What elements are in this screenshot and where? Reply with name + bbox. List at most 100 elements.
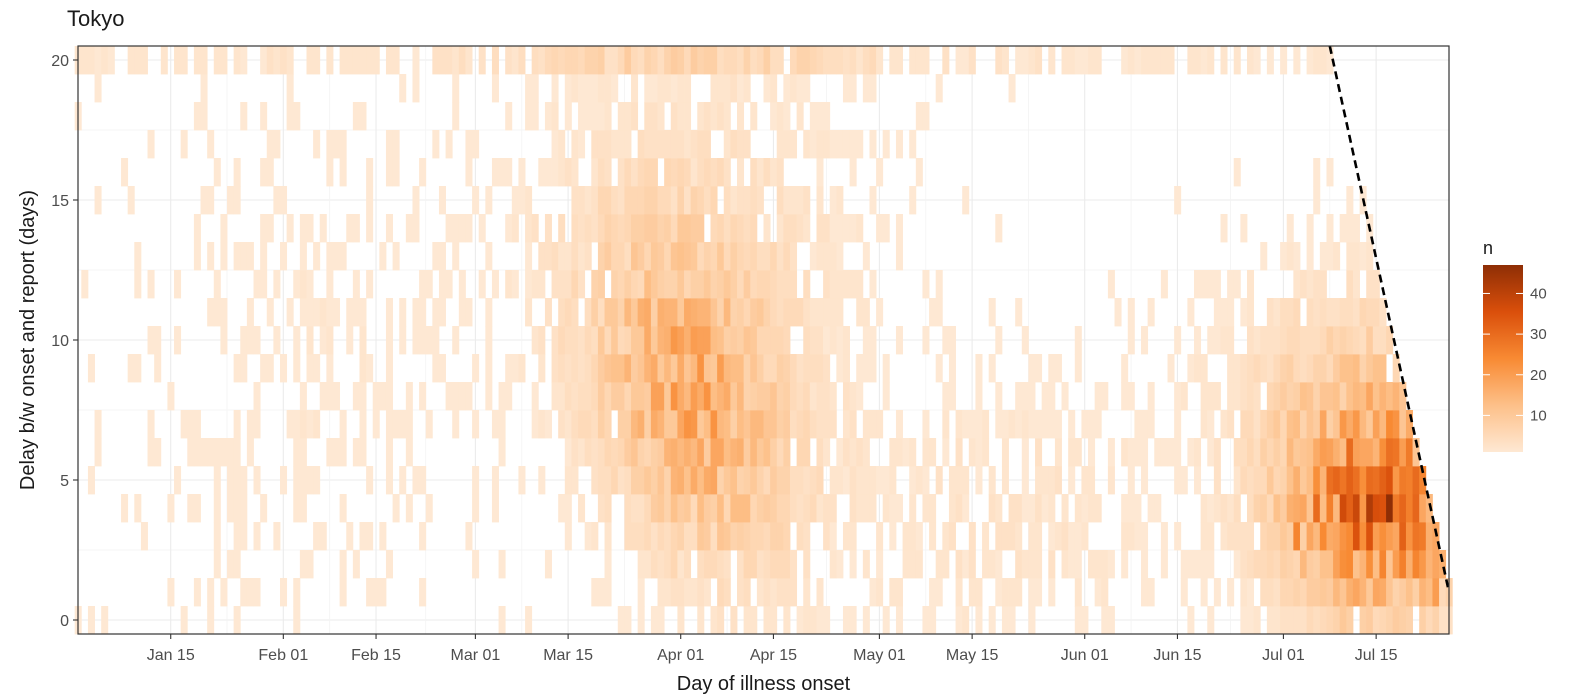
heatmap-cell xyxy=(743,46,751,75)
heatmap-cell xyxy=(505,46,513,75)
heatmap-cell xyxy=(776,438,784,467)
heatmap-cell xyxy=(1101,382,1109,411)
heatmap-cell xyxy=(1386,466,1394,495)
heatmap-cell xyxy=(737,438,745,467)
heatmap-cell xyxy=(1412,438,1420,467)
heatmap-cell xyxy=(842,606,851,635)
heatmap-cell xyxy=(1293,326,1301,355)
heatmap-cell xyxy=(737,578,745,607)
heatmap-cell xyxy=(313,242,321,271)
heatmap-cell xyxy=(935,550,943,579)
heatmap-cell xyxy=(1372,326,1380,355)
heatmap-cell xyxy=(207,242,215,271)
heatmap-cell xyxy=(743,522,751,551)
heatmap-cell xyxy=(690,46,698,75)
heatmap-cell xyxy=(564,522,572,551)
heatmap-cell xyxy=(260,270,268,299)
heatmap-cell xyxy=(703,326,711,355)
heatmap-cell xyxy=(677,522,685,551)
heatmap-cell xyxy=(882,606,890,635)
heatmap-cell xyxy=(1227,326,1235,355)
heatmap-cell xyxy=(889,466,897,495)
heatmap-cell xyxy=(816,494,824,523)
heatmap-cell xyxy=(1081,466,1089,495)
heatmap-cell xyxy=(87,46,95,75)
heatmap-cell xyxy=(1273,438,1281,467)
heatmap-cell xyxy=(1194,550,1202,579)
heatmap-cell xyxy=(1359,466,1367,495)
heatmap-cell xyxy=(1346,438,1354,467)
heatmap-cell xyxy=(213,466,221,495)
heatmap-cell xyxy=(313,410,321,439)
x-axis-label: Day of illness onset xyxy=(677,673,851,695)
heatmap-cell xyxy=(664,494,672,523)
heatmap-cell xyxy=(1306,466,1314,495)
heatmap-cell xyxy=(935,354,943,383)
heatmap-cell xyxy=(485,186,493,215)
heatmap-cell xyxy=(690,382,698,411)
heatmap-cell xyxy=(1306,298,1314,327)
heatmap-cell xyxy=(584,410,592,439)
heatmap-cell xyxy=(571,326,579,355)
heatmap-cell xyxy=(631,298,639,327)
heatmap-cell xyxy=(717,242,725,271)
heatmap-cell xyxy=(644,410,652,439)
heatmap-cell xyxy=(1280,522,1288,551)
heatmap-cell xyxy=(1253,438,1261,467)
heatmap-cell xyxy=(783,606,791,635)
heatmap-cell xyxy=(862,326,870,355)
heatmap-cell xyxy=(650,522,658,551)
heatmap-cell xyxy=(650,382,658,411)
heatmap-cell xyxy=(849,438,857,467)
heatmap-cell xyxy=(306,550,314,579)
heatmap-cell xyxy=(458,382,466,411)
heatmap-cell xyxy=(1233,354,1241,383)
heatmap-cell xyxy=(796,186,804,215)
heatmap-cell xyxy=(657,102,665,131)
heatmap-cell xyxy=(273,46,281,75)
heatmap-cell xyxy=(710,410,718,439)
heatmap-cell xyxy=(657,214,665,243)
heatmap-cell xyxy=(485,354,493,383)
heatmap-cell xyxy=(213,270,221,299)
heatmap-cell xyxy=(690,242,698,271)
heatmap-cell xyxy=(982,410,990,439)
heatmap-cell xyxy=(505,382,513,411)
heatmap-cell xyxy=(193,102,201,131)
heatmap-cell xyxy=(405,438,413,467)
heatmap-cell xyxy=(1068,410,1076,439)
heatmap-cell xyxy=(359,410,367,439)
heatmap-cell xyxy=(207,186,215,215)
heatmap-cell xyxy=(703,382,711,411)
heatmap-cell xyxy=(94,410,102,439)
heatmap-cell xyxy=(876,578,884,607)
heatmap-cell xyxy=(187,494,195,523)
heatmap-cell xyxy=(1246,410,1255,439)
heatmap-cell xyxy=(558,326,566,355)
heatmap-cell xyxy=(1425,606,1433,635)
heatmap-cell xyxy=(597,270,605,299)
heatmap-cell xyxy=(849,550,857,579)
heatmap-cell xyxy=(922,326,930,355)
heatmap-cell xyxy=(624,410,632,439)
chart-title: Tokyo xyxy=(67,6,124,31)
heatmap-cell xyxy=(253,410,261,439)
heatmap-cell xyxy=(1121,550,1129,579)
heatmap-cell xyxy=(1088,438,1096,467)
heatmap-cell xyxy=(584,186,592,215)
heatmap-cell xyxy=(1319,466,1327,495)
heatmap-cell xyxy=(1432,578,1440,607)
heatmap-cell xyxy=(1233,438,1241,467)
heatmap-cell xyxy=(650,298,658,327)
heatmap-cell xyxy=(1015,410,1023,439)
heatmap-cell xyxy=(915,102,923,131)
heatmap-cell xyxy=(1028,522,1036,551)
heatmap-cell xyxy=(756,522,764,551)
heatmap-cell xyxy=(1346,298,1354,327)
heatmap-cell xyxy=(763,270,771,299)
heatmap-cell xyxy=(1333,298,1341,327)
heatmap-cell xyxy=(597,130,605,159)
heatmap-cell xyxy=(1326,158,1334,187)
heatmap-cell xyxy=(730,354,738,383)
heatmap-cell xyxy=(743,298,751,327)
